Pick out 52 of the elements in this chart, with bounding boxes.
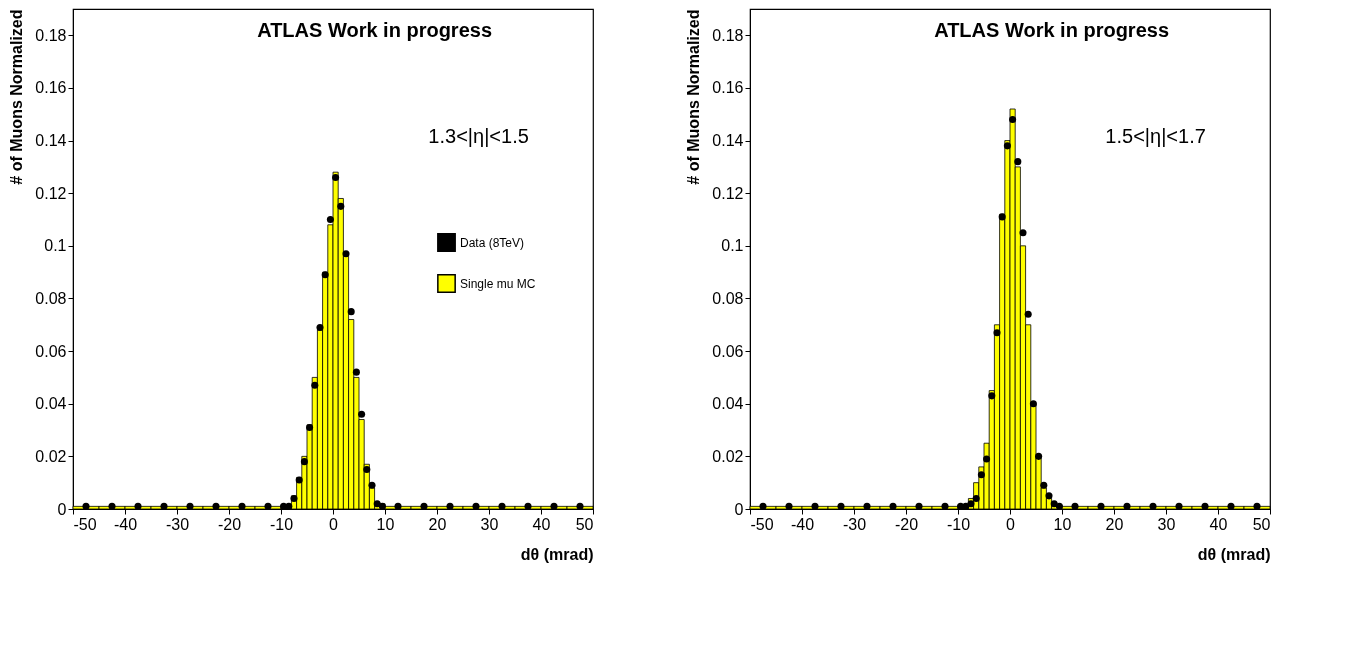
y-tick-label: 0.06 — [35, 342, 67, 360]
y-tick-label: 0.08 — [35, 289, 67, 307]
x-axis-title: dθ (mrad) — [520, 545, 594, 563]
y-tick-label: 0.12 — [35, 184, 67, 202]
x-tick-label: 40 — [1209, 515, 1228, 533]
y-tick-label: 0.14 — [35, 132, 67, 150]
y-tick-label: 0.18 — [712, 26, 744, 44]
x-tick-label: 50 — [1252, 515, 1271, 533]
annotation: 1.5<|η|<1.7 — [1105, 125, 1206, 147]
y-tick-label: 0.02 — [35, 447, 67, 465]
x-tick-label: -30 — [165, 515, 190, 533]
x-tick-label: -40 — [790, 515, 815, 533]
x-tick-label: 20 — [428, 515, 447, 533]
x-tick-label: -20 — [217, 515, 242, 533]
x-tick-label: 20 — [1105, 515, 1124, 533]
x-tick-label: -30 — [842, 515, 867, 533]
x-tick-label: 40 — [532, 515, 551, 533]
y-tick-label: 0.04 — [712, 395, 744, 413]
y-axis-title: # of Muons Normalized — [8, 9, 26, 185]
x-tick-label: -10 — [269, 515, 294, 533]
x-tick-label: 10 — [376, 515, 395, 533]
y-tick-label: 0.1 — [721, 237, 744, 255]
y-tick-label: 0 — [57, 500, 67, 518]
y-tick-label: 0.04 — [35, 395, 67, 413]
y-tick-label: 0.06 — [712, 342, 744, 360]
annotation: ATLAS Work in progress — [934, 19, 1170, 41]
legend-label: Single mu MC — [460, 276, 536, 291]
y-tick-label: 0.1 — [44, 237, 67, 255]
x-tick-label: -20 — [894, 515, 919, 533]
y-tick-label: 0.16 — [35, 79, 67, 97]
x-tick-label: 0 — [1006, 515, 1016, 533]
y-tick-label: 0.08 — [712, 289, 744, 307]
y-tick-label: 0.16 — [712, 79, 744, 97]
x-tick-label: 50 — [575, 515, 594, 533]
x-tick-label: -40 — [113, 515, 138, 533]
annotation: ATLAS Work in progress — [257, 19, 493, 41]
x-tick-label: 30 — [480, 515, 499, 533]
y-tick-label: 0 — [734, 500, 744, 518]
y-tick-label: 0.12 — [712, 184, 744, 202]
x-tick-label: 0 — [329, 515, 339, 533]
y-tick-label: 0.18 — [35, 26, 67, 44]
annotation: 1.3<|η|<1.5 — [428, 125, 529, 147]
legend-label: Data (8TeV) — [460, 235, 525, 250]
y-axis-title: # of Muons Normalized — [685, 9, 703, 185]
x-tick-label: 30 — [1157, 515, 1176, 533]
x-tick-label: -50 — [750, 515, 774, 533]
y-tick-label: 0.14 — [712, 132, 744, 150]
x-tick-label: -50 — [73, 515, 97, 533]
y-tick-label: 0.02 — [712, 447, 744, 465]
x-axis-title: dθ (mrad) — [1197, 545, 1271, 563]
x-tick-label: -10 — [946, 515, 971, 533]
x-tick-label: 10 — [1053, 515, 1072, 533]
